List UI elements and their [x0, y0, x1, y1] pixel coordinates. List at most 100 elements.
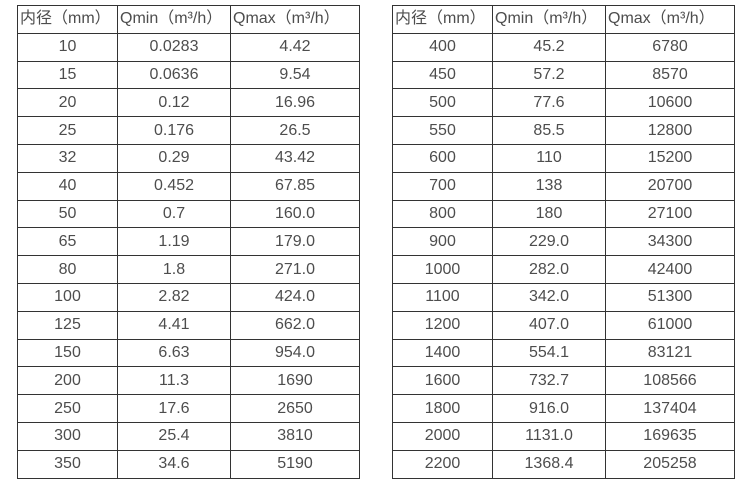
header-diameter: 内径（mm） [17, 5, 118, 34]
cell-qmax: 15200 [605, 143, 735, 173]
table-row: 125 4.41 662.0 [17, 310, 360, 340]
cell-qmax: 169635 [605, 421, 735, 451]
cell-qmax: 1690 [230, 366, 360, 396]
cell-diameter: 250 [17, 394, 118, 423]
cell-qmax: 12800 [605, 116, 735, 145]
cell-qmin: 34.6 [117, 449, 231, 479]
cell-diameter: 65 [17, 227, 118, 257]
cell-diameter: 800 [392, 199, 493, 229]
cell-qmin: 554.1 [492, 338, 606, 368]
cell-diameter: 25 [17, 116, 118, 145]
cell-qmin: 25.4 [117, 421, 231, 451]
table-row: 50 0.7 160.0 [17, 199, 360, 229]
cell-qmax: 42400 [605, 255, 735, 284]
header-diameter: 内径（mm） [392, 5, 493, 34]
table-row: 100 2.82 424.0 [17, 282, 360, 312]
cell-qmax: 26.5 [230, 116, 360, 145]
cell-qmin: 0.176 [117, 116, 231, 145]
cell-qmin: 732.7 [492, 366, 606, 396]
header-qmax: Qmax（m³/h） [605, 5, 735, 34]
table-row: 1800 916.0 137404 [392, 394, 735, 423]
cell-qmin: 110 [492, 143, 606, 173]
cell-qmin: 342.0 [492, 282, 606, 312]
cell-qmax: 16.96 [230, 88, 360, 118]
cell-qmax: 43.42 [230, 143, 360, 173]
cell-diameter: 1100 [392, 282, 493, 312]
cell-diameter: 20 [17, 88, 118, 118]
cell-diameter: 300 [17, 421, 118, 451]
cell-qmin: 1131.0 [492, 421, 606, 451]
cell-qmax: 5190 [230, 449, 360, 479]
cell-qmin: 0.452 [117, 171, 231, 201]
flow-table-right: 内径（mm） Qmin（m³/h） Qmax（m³/h） 400 45.2 6780… [392, 5, 735, 479]
cell-qmax: 662.0 [230, 310, 360, 340]
table-row: 550 85.5 12800 [392, 116, 735, 145]
cell-qmin: 1.8 [117, 255, 231, 284]
cell-qmin: 0.12 [117, 88, 231, 118]
cell-qmax: 3810 [230, 421, 360, 451]
table-row: 350 34.6 5190 [17, 449, 360, 479]
table-row: 2000 1131.0 169635 [392, 421, 735, 451]
cell-qmax: 8570 [605, 60, 735, 90]
cell-diameter: 1800 [392, 394, 493, 423]
cell-qmin: 1368.4 [492, 449, 606, 479]
cell-qmin: 1.19 [117, 227, 231, 257]
cell-qmin: 4.41 [117, 310, 231, 340]
cell-qmin: 17.6 [117, 394, 231, 423]
table-row: 10 0.0283 4.42 [17, 32, 360, 62]
cell-qmax: 205258 [605, 449, 735, 479]
table-row: 1100 342.0 51300 [392, 282, 735, 312]
cell-diameter: 550 [392, 116, 493, 145]
table-row: 25 0.176 26.5 [17, 116, 360, 145]
cell-diameter: 1000 [392, 255, 493, 284]
cell-qmax: 179.0 [230, 227, 360, 257]
cell-qmax: 27100 [605, 199, 735, 229]
cell-qmax: 51300 [605, 282, 735, 312]
cell-diameter: 200 [17, 366, 118, 396]
cell-qmax: 9.54 [230, 60, 360, 90]
cell-qmax: 6780 [605, 32, 735, 62]
cell-qmax: 4.42 [230, 32, 360, 62]
table-row: 1600 732.7 108566 [392, 366, 735, 396]
cell-qmax: 2650 [230, 394, 360, 423]
cell-qmin: 11.3 [117, 366, 231, 396]
cell-qmax: 271.0 [230, 255, 360, 284]
cell-qmin: 407.0 [492, 310, 606, 340]
table-row: 150 6.63 954.0 [17, 338, 360, 368]
table-row: 2200 1368.4 205258 [392, 449, 735, 479]
cell-diameter: 50 [17, 199, 118, 229]
table-row: 400 45.2 6780 [392, 32, 735, 62]
cell-diameter: 125 [17, 310, 118, 340]
table-row: 900 229.0 34300 [392, 227, 735, 257]
cell-qmin: 77.6 [492, 88, 606, 118]
cell-diameter: 1400 [392, 338, 493, 368]
cell-qmax: 83121 [605, 338, 735, 368]
cell-diameter: 500 [392, 88, 493, 118]
table-row: 250 17.6 2650 [17, 394, 360, 423]
table-row: 700 138 20700 [392, 171, 735, 201]
cell-qmin: 0.29 [117, 143, 231, 173]
cell-diameter: 600 [392, 143, 493, 173]
table-row: 15 0.0636 9.54 [17, 60, 360, 90]
cell-qmin: 180 [492, 199, 606, 229]
cell-qmax: 61000 [605, 310, 735, 340]
cell-qmin: 6.63 [117, 338, 231, 368]
cell-qmax: 108566 [605, 366, 735, 396]
cell-qmin: 138 [492, 171, 606, 201]
cell-diameter: 450 [392, 60, 493, 90]
cell-diameter: 80 [17, 255, 118, 284]
header-row: 内径（mm） Qmin（m³/h） Qmax（m³/h） [392, 5, 735, 34]
cell-diameter: 10 [17, 32, 118, 62]
cell-diameter: 100 [17, 282, 118, 312]
cell-qmax: 424.0 [230, 282, 360, 312]
table-row: 450 57.2 8570 [392, 60, 735, 90]
cell-diameter: 40 [17, 171, 118, 201]
flow-table-left: 内径（mm） Qmin（m³/h） Qmax（m³/h） 10 0.0283 4.4… [17, 5, 360, 479]
cell-qmax: 160.0 [230, 199, 360, 229]
table-row: 300 25.4 3810 [17, 421, 360, 451]
cell-diameter: 900 [392, 227, 493, 257]
table-row: 200 11.3 1690 [17, 366, 360, 396]
cell-qmax: 67.85 [230, 171, 360, 201]
header-qmin: Qmin（m³/h） [117, 5, 231, 34]
